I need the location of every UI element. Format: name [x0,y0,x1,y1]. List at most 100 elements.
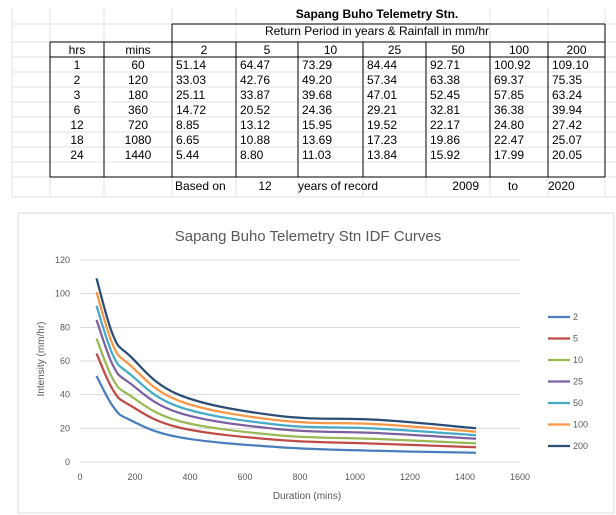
table-cell: 69.37 [494,73,524,87]
table-cell: 13.12 [240,118,270,132]
x-axis-title: Duration (mins) [273,491,341,502]
table-cell: 19.86 [430,133,460,147]
table-cell: 42.76 [240,73,270,87]
legend-label: 25 [573,377,583,387]
y-tick-label: 120 [55,255,70,265]
table-cell: 109.10 [552,58,589,72]
header-cell: 50 [451,43,465,57]
table-cell: 51.14 [176,58,206,72]
table-cell: 60 [131,58,145,72]
table-cell: 12 [70,118,84,132]
table-cell: 3 [74,88,81,102]
table-cell: 360 [128,103,148,117]
table-cell: 24.36 [302,103,332,117]
table-cell: 64.47 [240,58,270,72]
table-cell: 13.69 [302,133,332,147]
legend-label: 5 [573,334,578,344]
table-cell: 17.23 [367,133,397,147]
footer-end-year: 2020 [548,179,575,193]
table-cell: 49.20 [302,73,332,87]
series-line-5 [95,353,477,449]
x-tick-label: 1600 [510,472,530,482]
y-tick-label: 40 [60,390,70,400]
table-cell: 1440 [125,148,152,162]
table-cell: 24.80 [494,118,524,132]
table-cell: 14.72 [176,103,206,117]
series-line-25 [95,319,477,440]
table-cell: 27.42 [552,118,582,132]
table-cell: 33.03 [176,73,206,87]
table-cell: 75.35 [552,73,582,87]
table-cell: 11.03 [302,148,331,162]
footer-based-on: Based on [175,179,226,193]
footer-start-year: 2009 [452,179,479,193]
table-cell: 10.88 [240,133,270,147]
x-tick-label: 1000 [345,472,365,482]
table-cell: 180 [128,88,148,102]
table-cell: 63.38 [430,73,460,87]
y-tick-label: 80 [60,322,70,332]
series-line-200 [95,277,477,430]
x-tick-label: 0 [77,472,82,482]
chart-title: Sapang Buho Telemetry Stn IDF Curves [175,228,442,245]
table-cell: 2 [74,73,81,87]
series-line-100 [95,291,477,433]
table-cell: 1080 [125,133,152,147]
y-tick-label: 0 [65,457,70,467]
table-cell: 84.44 [367,58,397,72]
footer-to: to [508,179,518,193]
header-cell: 2 [201,43,208,57]
table-cell: 13.84 [367,148,397,162]
table-cell: 25.11 [176,88,205,102]
table-cell: 15.95 [302,118,332,132]
spreadsheet: Sapang Buho Telemetry Stn. Return Period… [11,7,616,198]
x-tick-label: 1400 [455,472,475,482]
table-cell: 1 [74,58,81,72]
legend-label: 50 [573,398,583,408]
table-cell: 15.92 [430,148,460,162]
header-cell: hrs [69,43,86,57]
table-cell: 22.47 [494,133,524,147]
legend-label: 10 [573,355,583,365]
x-tick-label: 1200 [400,472,420,482]
series-line-50 [95,305,477,437]
chart-area [17,212,615,514]
y-tick-label: 100 [55,289,70,299]
table-cell: 63.24 [552,88,582,102]
table-cell: 47.01 [367,88,397,102]
footer-years-of-record: years of record [298,179,378,193]
table-cell: 36.38 [494,103,524,117]
x-tick-label: 800 [292,472,307,482]
table-cell: 20.05 [552,148,582,162]
table-cell: 25.07 [552,133,582,147]
series-line-2 [95,375,477,454]
table-cell: 57.85 [494,88,524,102]
legend-label: 200 [573,441,588,451]
table-cell: 18 [70,133,84,147]
series-line-10 [95,338,477,445]
footer-years: 12 [258,179,272,193]
table-cell: 24 [70,148,84,162]
header-cell: 5 [264,43,271,57]
table-cell: 32.81 [430,103,460,117]
legend-label: 2 [573,312,578,322]
table-title: Sapang Buho Telemetry Stn. [296,7,458,21]
header-cell: 100 [509,43,529,57]
table-cell: 52.45 [430,88,460,102]
table-subtitle: Return Period in years & Rainfall in mm/… [265,24,489,38]
y-tick-label: 20 [60,423,70,433]
table-cell: 39.94 [552,103,582,117]
table-cell: 57.34 [367,73,397,87]
x-tick-label: 400 [182,472,197,482]
table-cell: 29.21 [367,103,397,117]
table-cell: 6.65 [176,133,200,147]
table-cell: 8.80 [240,148,264,162]
idf-chart: Sapang Buho Telemetry Stn IDF Curves 020… [17,212,615,514]
table-cell: 19.52 [367,118,397,132]
table-cell: 5.44 [176,148,200,162]
x-tick-label: 200 [127,472,142,482]
x-tick-label: 600 [237,472,252,482]
legend-label: 100 [573,420,588,430]
table-cell: 20.52 [240,103,270,117]
table-cell: 33.87 [240,88,270,102]
